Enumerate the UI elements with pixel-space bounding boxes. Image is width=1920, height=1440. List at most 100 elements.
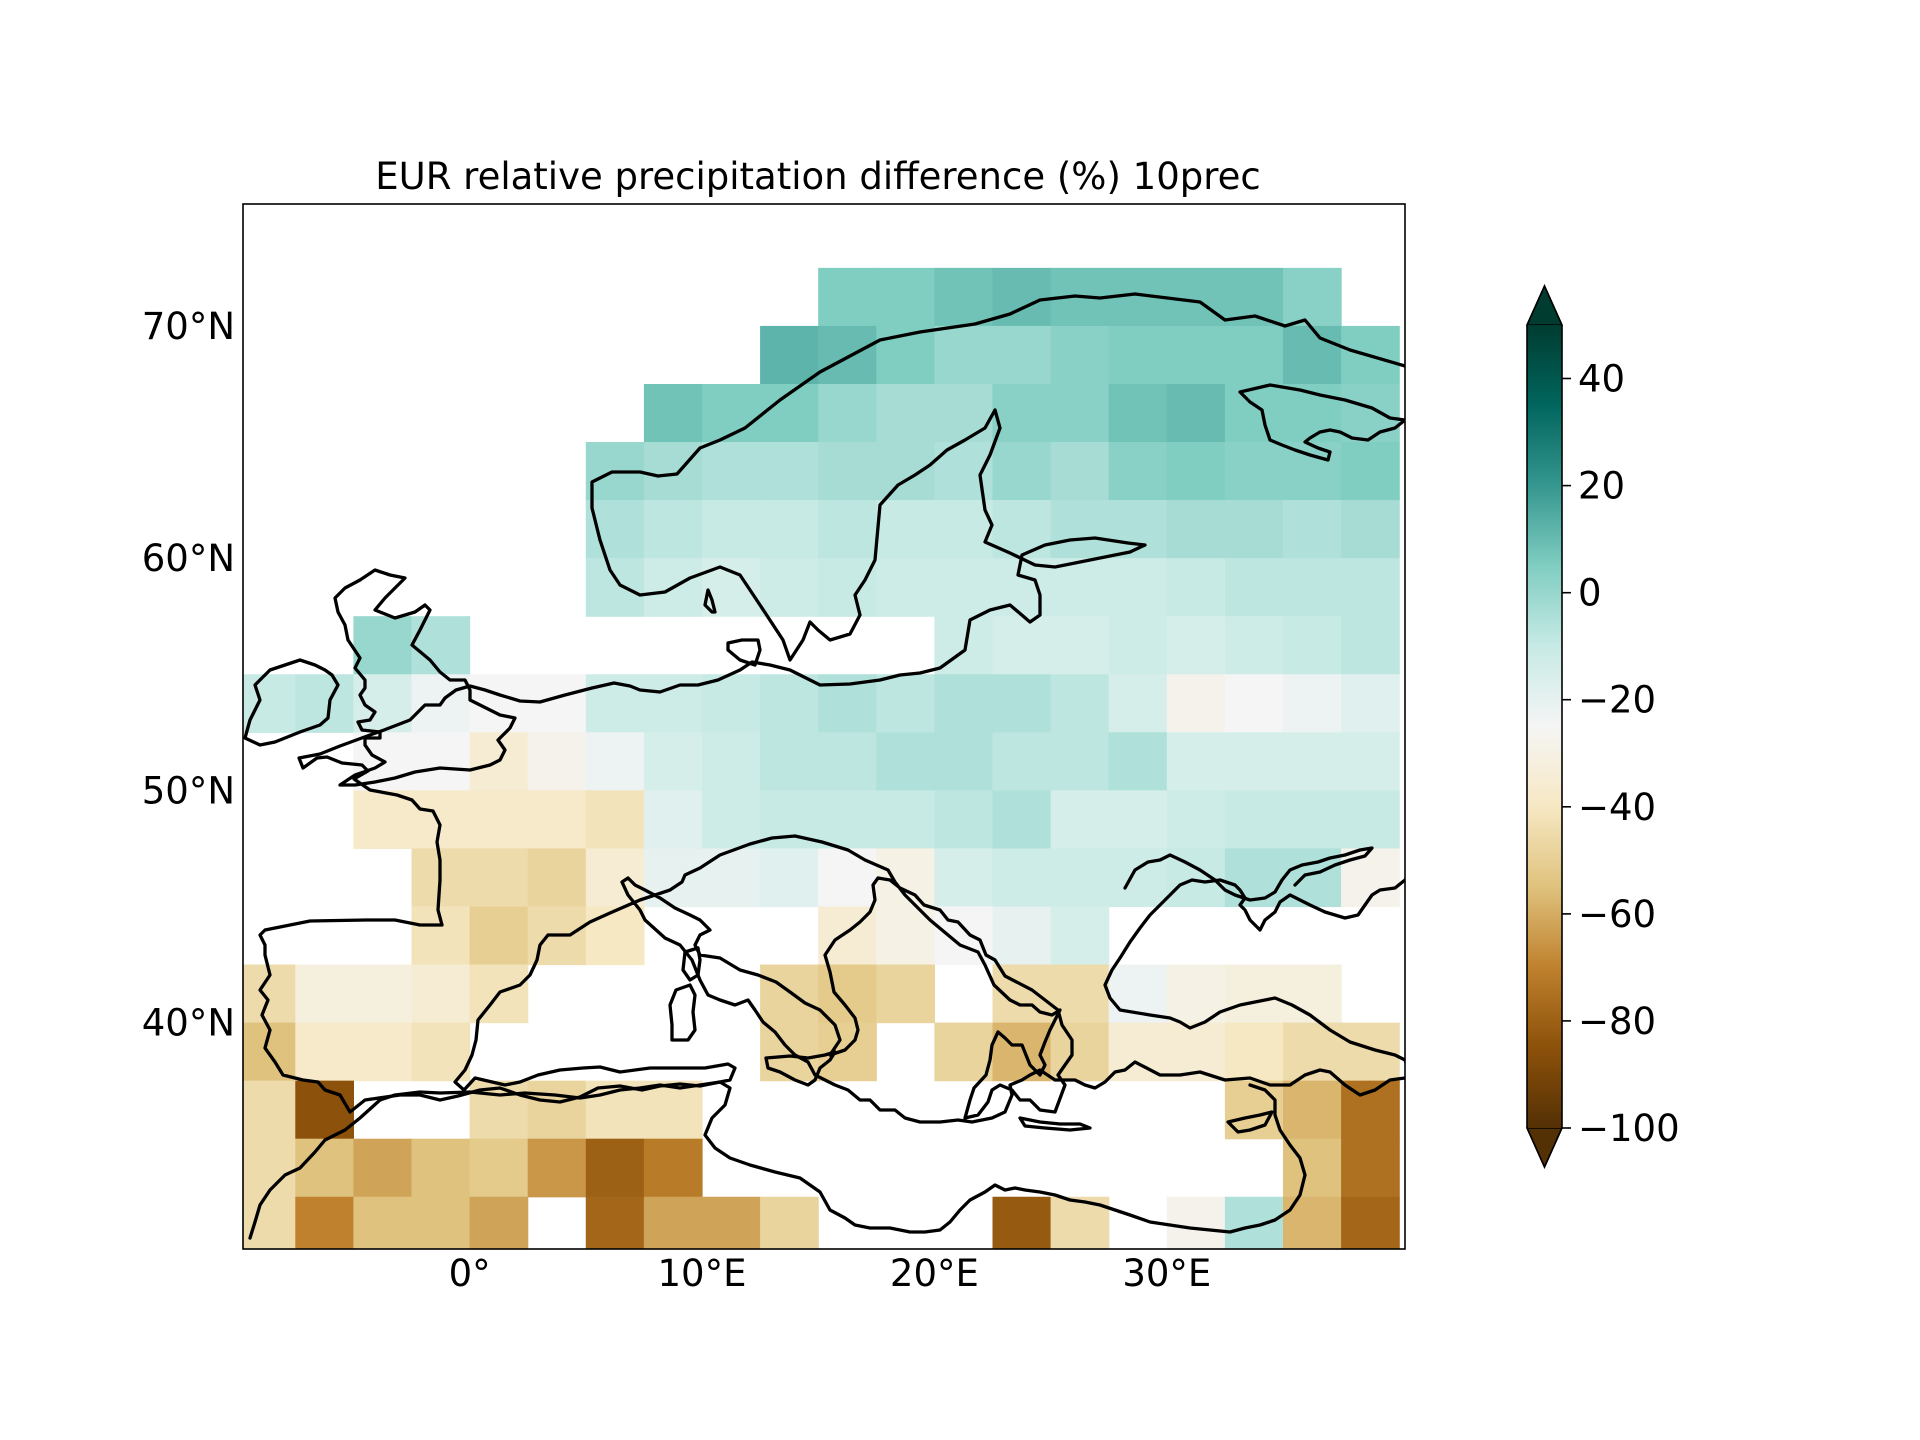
grid-cell: [1108, 383, 1168, 443]
grid-cell: [1282, 500, 1342, 559]
grid-cell: [1166, 616, 1226, 675]
grid-cell: [1224, 442, 1284, 501]
grid-cell: [760, 442, 819, 501]
grid-cell: [585, 906, 645, 966]
grid-cell: [1108, 790, 1168, 850]
grid-cell: [1050, 790, 1110, 850]
grid-cell: [1108, 616, 1168, 675]
grid-cell: [934, 325, 994, 385]
colorbar-tick-label: −20: [1578, 679, 1656, 722]
grid-cell: [760, 848, 819, 908]
grid-cell: [701, 848, 761, 908]
grid-cell: [1224, 848, 1284, 908]
grid-cell: [1282, 674, 1342, 733]
grid-cell: [1224, 674, 1284, 733]
grid-cell: [701, 558, 761, 617]
lon-tick-label: 20°E: [890, 1252, 979, 1295]
grid-cell: [1108, 442, 1168, 501]
grid-cell: [1282, 267, 1342, 327]
map-axes: 0° 10°E 20°E 30°E 40°N 50°N 60°N 70°N: [142, 203, 1406, 1295]
grid-cell: [469, 790, 529, 850]
lon-tick-label: 0°: [449, 1252, 491, 1295]
grid-cell: [818, 848, 877, 908]
grid-cell: [295, 1022, 354, 1082]
grid-cell: [411, 1022, 471, 1082]
grid-cell: [295, 1196, 354, 1249]
grid-cell: [411, 732, 471, 791]
lon-tick-labels: 0° 10°E 20°E 30°E: [449, 1252, 1212, 1295]
grid-cell: [585, 732, 645, 791]
grid-cell: [818, 383, 877, 443]
grid-cell: [1108, 732, 1168, 791]
coastline-denmark: [703, 588, 762, 667]
grid-cell: [701, 674, 761, 733]
grid-cell: [1050, 674, 1110, 733]
lat-tick-label: 70°N: [142, 305, 235, 348]
grid-cell: [760, 1196, 819, 1249]
grid-cell: [353, 1138, 413, 1198]
grid-cell: [1341, 558, 1400, 617]
grid-cell: [1050, 906, 1110, 966]
coastline-crete: [1018, 1116, 1092, 1132]
grid-cell: [1282, 442, 1342, 501]
grid-cell: [760, 500, 819, 559]
grid-cell: [1108, 848, 1168, 908]
grid-cell: [1166, 500, 1226, 559]
grid-cell: [992, 325, 1052, 385]
grid-cell: [934, 383, 994, 443]
grid-cell: [701, 1196, 761, 1249]
coastline-great-britain: [333, 568, 517, 787]
colorbar-tick-label: 20: [1578, 465, 1625, 508]
colorbar-tick-label: −40: [1578, 786, 1656, 829]
grid-cell: [1166, 558, 1226, 617]
grid-cell: [469, 1196, 529, 1249]
grid-cell: [643, 1138, 703, 1198]
grid-cell: [527, 1138, 587, 1198]
grid-cell: [1050, 616, 1110, 675]
colorbar-body: [1527, 325, 1562, 1128]
grid-cell: [876, 674, 935, 733]
grid-cell: [1341, 383, 1400, 443]
grid-cell: [818, 964, 877, 1024]
grid-cell: [876, 267, 935, 327]
grid-cell: [1341, 1196, 1400, 1249]
grid-cell: [353, 964, 413, 1024]
grid-cell: [1050, 383, 1110, 443]
grid-cell: [1341, 616, 1400, 675]
grid-cell: [527, 848, 587, 908]
grid-cell: [411, 964, 471, 1024]
grid-cell: [643, 1196, 703, 1249]
grid-cell: [992, 442, 1052, 501]
grid-cell: [643, 1080, 703, 1140]
grid-cell: [1050, 442, 1110, 501]
grid-cell: [1282, 964, 1342, 1024]
grid-cell: [992, 732, 1052, 791]
grid-cell: [934, 500, 994, 559]
grid-cell: [992, 616, 1052, 675]
grid-cell: [1341, 732, 1400, 791]
grid-cell: [585, 1138, 645, 1198]
grid-cell: [701, 732, 761, 791]
grid-cell: [876, 558, 935, 617]
grid-cell: [934, 267, 994, 327]
grid-cell: [585, 558, 645, 617]
grid-cell: [1050, 732, 1110, 791]
grid-cell: [1341, 442, 1400, 501]
grid-cell: [992, 383, 1052, 443]
grid-cell: [643, 790, 703, 850]
lon-tick-label: 10°E: [658, 1252, 747, 1295]
grid-cell: [760, 325, 819, 385]
colorbar-ticks: 40 20 0 −20 −40 −60 −80 −100: [1562, 358, 1680, 1150]
coastline-sardinia: [668, 983, 697, 1042]
grid-cell: [818, 558, 877, 617]
grid-cell: [876, 500, 935, 559]
grid-cell: [1050, 848, 1110, 908]
grid-cell: [243, 1080, 296, 1140]
colorbar-tick-label: −80: [1578, 1000, 1656, 1043]
grid-cell: [701, 500, 761, 559]
grid-cell: [643, 500, 703, 559]
grid-cell: [527, 1080, 587, 1140]
grid-cell: [1282, 616, 1342, 675]
grid-cell: [1282, 790, 1342, 850]
